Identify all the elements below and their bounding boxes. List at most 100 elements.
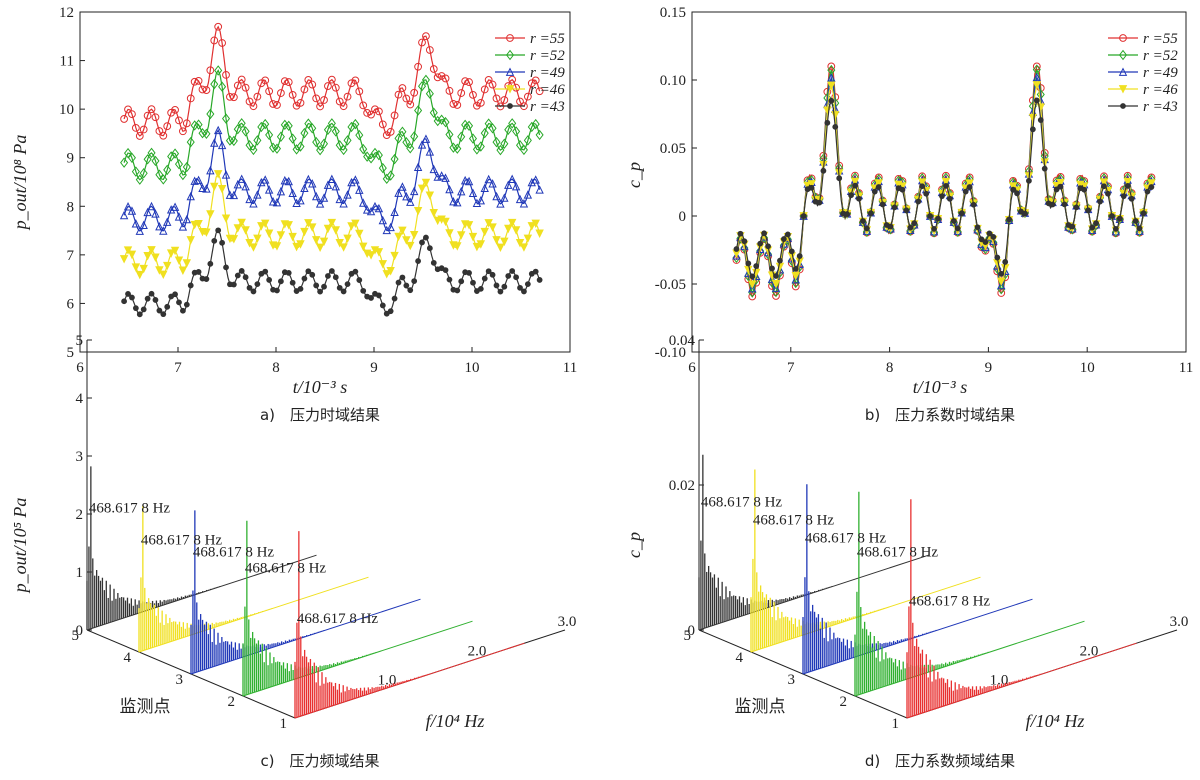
panel-a-series-point	[229, 190, 239, 200]
panel-c-peak-annotation: 468.617 8 Hz	[89, 501, 171, 517]
panel-a-series-point	[355, 185, 364, 194]
panel-a-series-point	[488, 123, 497, 134]
panel-d-depth-tick-label: 1	[892, 716, 900, 732]
panel-b-series-point	[1124, 182, 1131, 189]
panel-a-series-point	[488, 80, 497, 89]
panel-b-series-point	[1008, 182, 1018, 191]
panel-b-series-point	[761, 230, 768, 237]
panel-a-series-point	[182, 259, 192, 268]
panel-a-series-point	[190, 120, 199, 131]
panel-b-y-tick-label: -0.10	[655, 345, 686, 361]
panel-a-legend-label: r =46	[530, 82, 565, 98]
panel-a-series-point	[288, 133, 297, 144]
panel-b-series-point	[1057, 183, 1064, 190]
panel-a-x-axis-label: t/10⁻³ s	[293, 377, 347, 397]
panel-a-series-point	[151, 155, 160, 167]
panel-b-series-point	[1111, 227, 1120, 238]
panel-a-series-point	[461, 77, 470, 86]
panel-a-series-point	[480, 183, 489, 192]
panel-b-series-point	[891, 204, 898, 211]
panel-a-series-point	[445, 129, 454, 140]
panel-d-x-axis-label: f/10⁴ Hz	[1026, 711, 1085, 731]
panel-b-series-point	[780, 236, 787, 242]
panel-a-series-point	[285, 269, 292, 276]
panel-a-series-point	[151, 253, 160, 262]
panel-a-series-point	[276, 186, 286, 196]
panel-a-series-point	[300, 127, 309, 139]
panel-a-series-point	[469, 90, 477, 99]
panel-a-series-point	[511, 226, 521, 235]
panel-a-series-point	[135, 132, 144, 140]
panel-c-spectrum-series	[138, 505, 369, 653]
panel-a-series-point	[437, 114, 446, 125]
panel-a-series-point	[441, 116, 450, 128]
panel-a-series-point	[147, 201, 156, 211]
panel-a-series-point	[464, 176, 474, 186]
panel-b-series-point	[982, 239, 989, 245]
panel-a-series-point	[292, 101, 301, 110]
panel-d-z-tick-label: 0	[688, 623, 696, 639]
panel-b-series-point	[1053, 186, 1060, 193]
panel-a-series-point	[147, 105, 156, 114]
panel-a-series-point	[170, 246, 180, 256]
panel-b-series-point	[732, 251, 741, 260]
panel-b-series-point	[1093, 220, 1099, 227]
panel-b-series-point	[1041, 165, 1048, 172]
panel-b-series-point	[850, 177, 860, 187]
panel-d-peak-annotation: 468.617 8 Hz	[701, 494, 783, 510]
panel-b-series-point	[827, 73, 836, 82]
panel-a-series-point	[178, 266, 188, 275]
panel-a-series-point	[202, 228, 211, 237]
panel-a-series-point	[366, 206, 376, 216]
panel-b-series-point	[791, 272, 800, 281]
panel-b-series-point	[887, 223, 894, 230]
panel-b-y-tick-label: 0	[679, 209, 687, 225]
panel-a-series-point	[315, 243, 325, 253]
panel-a-series-point	[301, 275, 308, 282]
panel-b-legend-marker	[1120, 103, 1126, 109]
panel-a-series-point	[457, 186, 466, 196]
panel-b-series-point	[1123, 177, 1132, 187]
panel-c-z-tick-label: 2	[76, 507, 84, 523]
panel-a-series-point	[328, 268, 335, 274]
panel-c-caption: c) 压力频域结果	[260, 752, 379, 770]
panel-a-series-point	[410, 88, 419, 97]
panel-b-series-point	[749, 273, 756, 280]
panel-a-series-point	[309, 271, 316, 278]
panel-a-series-point	[507, 174, 517, 183]
panel-a-series-point	[370, 201, 380, 211]
panel-a-series-point	[465, 78, 473, 86]
panel-b-series-point	[974, 224, 981, 231]
panel-a-series-point	[136, 311, 143, 318]
panel-a-series-point	[187, 282, 194, 289]
panel-a-series-point	[343, 135, 352, 146]
panel-a-series-point	[148, 290, 155, 297]
panel-a-series-point	[531, 76, 540, 85]
panel-d-spectrum-baseline	[750, 576, 981, 653]
panel-a-series-point	[311, 236, 321, 245]
panel-c-freq-tick-label: 2.0	[468, 643, 487, 659]
panel-b-x-axis-label: t/10⁻³ s	[913, 377, 967, 397]
panel-b-series-point	[863, 225, 870, 232]
panel-b-series-point	[990, 233, 997, 240]
panel-a-series-point	[425, 88, 434, 99]
panel-a-legend-label: r =55	[530, 31, 565, 47]
panel-b-series-point	[915, 198, 922, 205]
panel-a-series-point	[171, 148, 180, 159]
panel-b-series-point	[1002, 259, 1009, 265]
panel-a-series-point	[245, 194, 254, 204]
panel-a-series-point	[237, 75, 246, 84]
panel-b-series-point	[1049, 201, 1056, 208]
panel-a-series-point	[515, 239, 525, 248]
panel-c-z-axis-label: p_out/10⁵ Pa	[10, 498, 30, 595]
panel-b-legend-label: r =55	[1143, 31, 1178, 47]
panel-b-series-point	[1022, 210, 1028, 217]
panel-a-series-point	[386, 170, 395, 181]
panel-a-series-point	[382, 270, 391, 279]
panel-a-series-point	[218, 39, 227, 47]
panel-a-series-point	[198, 85, 207, 94]
panel-a-series-point	[399, 274, 406, 281]
panel-a-x-tick-label: 8	[272, 360, 280, 376]
panel-a-series-point	[519, 243, 529, 252]
